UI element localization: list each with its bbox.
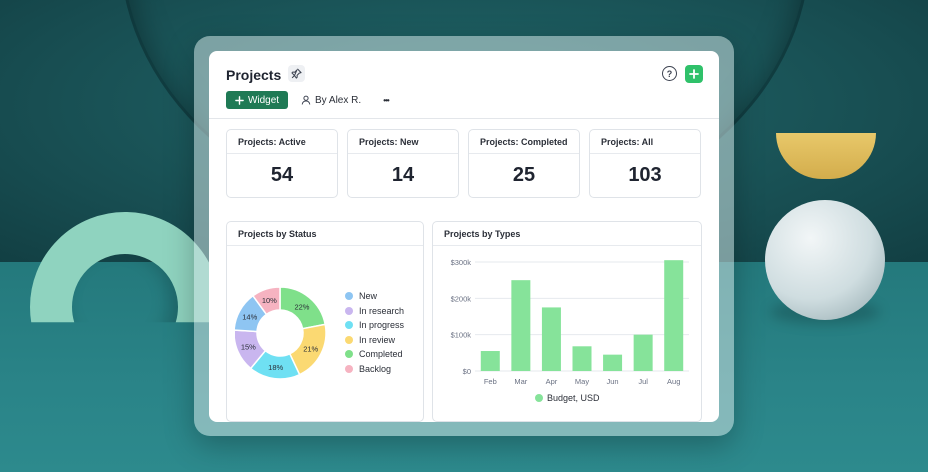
add-widget-button[interactable]: Widget xyxy=(226,91,288,109)
dashboard-panel: Projects ? Widget By Alex R. xyxy=(209,51,719,422)
bar-jul[interactable] xyxy=(633,334,653,371)
stat-value: 54 xyxy=(270,164,294,186)
legend-swatch xyxy=(345,365,353,373)
legend-label: New xyxy=(359,291,378,301)
bar-mar[interactable] xyxy=(511,280,531,371)
stat-label: Projects: All xyxy=(590,130,700,154)
x-tick-label: Feb xyxy=(484,377,497,386)
more-options-button[interactable]: ••• xyxy=(379,91,393,109)
legend-item-in-research[interactable]: In research xyxy=(345,306,404,316)
types-chart-title: Projects by Types xyxy=(433,222,701,246)
dashboard-header: Projects ? Widget By Alex R. xyxy=(209,51,719,119)
legend-label: Backlog xyxy=(359,364,392,374)
stat-label: Projects: New xyxy=(348,130,458,154)
legend-item-in-review[interactable]: In review xyxy=(345,335,395,345)
stat-card-new[interactable]: Projects: New 14 xyxy=(347,129,459,198)
donut-slice-in-research[interactable] xyxy=(235,329,267,370)
x-tick-label: Apr xyxy=(546,377,558,386)
page-title: Projects xyxy=(226,67,282,83)
legend-item-new[interactable]: New xyxy=(345,291,377,301)
legend-label: In research xyxy=(359,305,405,316)
bar-may[interactable] xyxy=(572,346,592,371)
more-icon: ••• xyxy=(383,95,389,105)
legend-swatch xyxy=(345,321,353,330)
pin-button[interactable] xyxy=(288,65,305,82)
plus-icon xyxy=(235,95,244,105)
stat-card-active[interactable]: Projects: Active 54 xyxy=(226,129,338,198)
legend-label: In progress xyxy=(359,320,405,331)
bar-apr[interactable] xyxy=(541,307,561,371)
legend-item-in-progress[interactable]: In progress xyxy=(345,320,404,330)
donut-slice-label: 14% xyxy=(242,312,257,321)
donut-slice-label: 15% xyxy=(241,343,256,352)
x-tick-label: Jun xyxy=(607,377,619,386)
owner-filter[interactable]: By Alex R. xyxy=(301,91,361,109)
status-chart-card: Projects by Status 22% 21% 18% 15% 14% 10% Ne… xyxy=(226,221,424,422)
help-button[interactable]: ? xyxy=(662,66,677,81)
donut-slice-label: 21% xyxy=(303,345,318,354)
types-chart-card: Projects by Types $0 $100k $200k $300k Feb Ma… xyxy=(432,221,702,422)
y-tick-label: $300k xyxy=(451,258,472,267)
legend-label: Budget, USD xyxy=(547,393,600,403)
legend-swatch xyxy=(345,335,353,344)
stat-label: Projects: Active xyxy=(227,130,337,154)
legend-item-completed[interactable]: Completed xyxy=(345,349,403,359)
y-tick-label: $0 xyxy=(463,367,471,376)
legend-label: Completed xyxy=(359,349,403,360)
legend-swatch xyxy=(345,292,353,300)
types-bar-chart: $0 $100k $200k $300k Feb Mar Apr May Jun Jul Aug Bu… xyxy=(451,258,689,403)
decorative-sphere xyxy=(765,200,885,320)
x-tick-label: Aug xyxy=(667,377,680,386)
x-tick-label: Jul xyxy=(638,377,648,386)
bar-aug[interactable] xyxy=(664,260,684,371)
add-button[interactable] xyxy=(685,65,703,83)
stat-label: Projects: Completed xyxy=(469,130,579,154)
owner-label: By Alex R. xyxy=(315,94,362,106)
y-tick-label: $200k xyxy=(451,294,472,303)
stat-value: 25 xyxy=(512,164,536,186)
legend-swatch xyxy=(535,394,543,402)
donut-slice-label: 22% xyxy=(294,302,309,311)
user-icon xyxy=(301,95,311,105)
stat-value: 14 xyxy=(391,164,415,186)
legend-label: In review xyxy=(359,334,396,345)
stat-card-completed[interactable]: Projects: Completed 25 xyxy=(468,129,580,198)
x-tick-label: Mar xyxy=(514,377,527,386)
donut-slice-label: 10% xyxy=(262,296,277,305)
x-tick-label: May xyxy=(575,377,589,386)
donut-slice-label: 18% xyxy=(268,363,283,372)
pin-icon xyxy=(291,68,302,79)
legend-item-backlog[interactable]: Backlog xyxy=(345,364,391,374)
bar-jun[interactable] xyxy=(603,354,623,371)
plus-icon xyxy=(689,69,699,79)
stat-card-all[interactable]: Projects: All 103 xyxy=(589,129,701,198)
y-tick-label: $100k xyxy=(451,331,472,340)
status-chart-title: Projects by Status xyxy=(227,222,423,246)
help-icon: ? xyxy=(666,68,673,79)
status-donut-chart: 22% 21% 18% 15% 14% 10% xyxy=(235,286,327,380)
stat-value: 103 xyxy=(628,164,662,186)
legend-swatch xyxy=(345,350,353,359)
add-widget-label: Widget xyxy=(247,94,280,106)
donut-slice-backlog[interactable] xyxy=(251,286,281,316)
legend-swatch xyxy=(345,306,353,315)
bar-feb[interactable] xyxy=(480,351,500,371)
